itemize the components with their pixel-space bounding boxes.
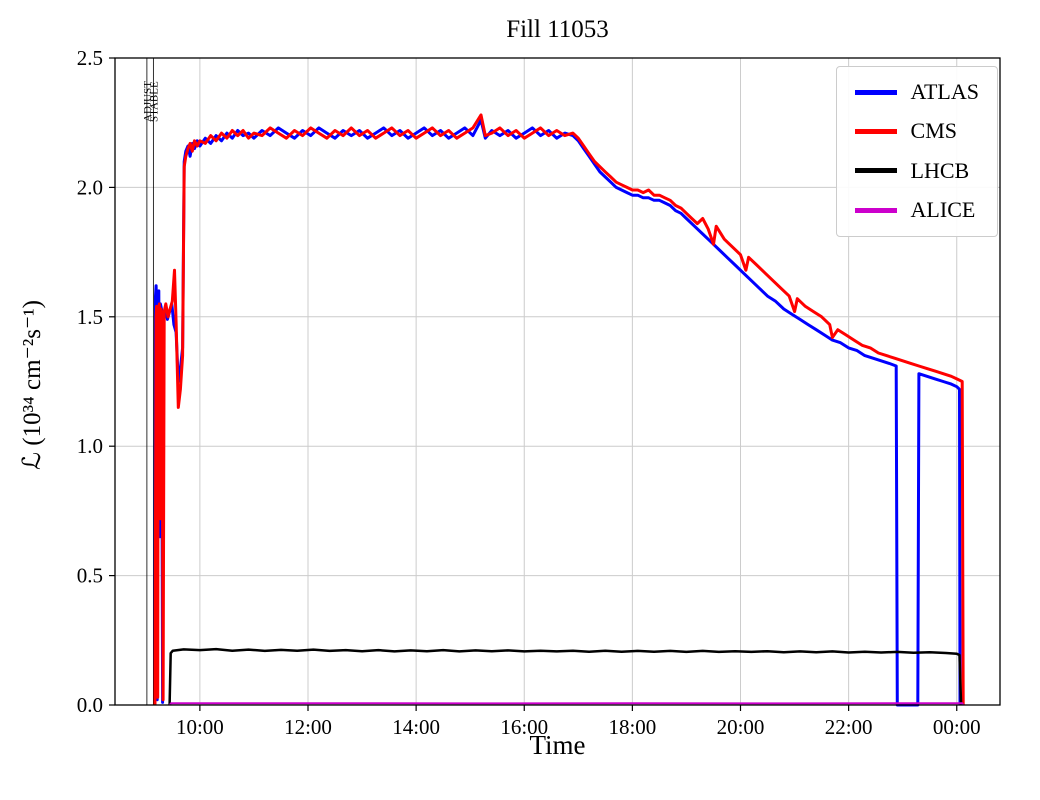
legend-item-lhcb: LHCB — [854, 157, 979, 184]
legend-label-atlas: ATLAS — [910, 79, 979, 104]
series-line-lhcb — [168, 647, 963, 706]
y-axis-label: ℒ (10³⁴ cm⁻²s⁻¹) — [19, 299, 46, 471]
x-tick-label: 16:00 — [500, 715, 548, 739]
x-tick-label: 22:00 — [825, 715, 873, 739]
series-line-alice — [168, 702, 965, 706]
beam-mode-label: ADJUST — [142, 81, 154, 122]
x-tick-label: 00:00 — [933, 715, 981, 739]
x-tick-label: 20:00 — [717, 715, 765, 739]
legend-swatch-alice — [854, 207, 897, 213]
legend-swatch-atlas — [854, 89, 897, 95]
legend-label-lhcb: LHCB — [910, 157, 970, 183]
x-tick-label: 12:00 — [284, 715, 332, 739]
x-axis-label: Time — [529, 730, 586, 760]
legend-item-cms: CMS — [854, 118, 979, 144]
legend-item-alice: ALICE — [854, 197, 979, 223]
legend-swatch-cms — [854, 129, 897, 135]
legend: ATLAS CMS LHCB ALICE — [835, 66, 998, 237]
chart-title: Fill 11053 — [506, 16, 609, 43]
legend-swatch-lhcb — [854, 168, 897, 174]
plot-spines — [114, 57, 1001, 706]
beam-mode-label: STABLE — [148, 81, 160, 122]
x-tick-label: 14:00 — [392, 715, 440, 739]
x-tick-label: 18:00 — [608, 715, 656, 739]
y-tick-label: 2.0 — [77, 175, 103, 199]
y-tick-label: 1.5 — [77, 305, 103, 329]
y-tick-label: 1.0 — [77, 434, 103, 458]
y-tick-label: 0.0 — [77, 693, 103, 717]
x-tick-label: 10:00 — [176, 715, 224, 739]
legend-label-cms: CMS — [910, 118, 958, 144]
series-line-cms — [153, 113, 965, 706]
legend-label-alice: ALICE — [910, 197, 976, 223]
y-tick-label: 2.5 — [77, 46, 103, 70]
y-tick-label: 0.5 — [77, 564, 103, 588]
legend-item-atlas: ATLAS — [854, 79, 979, 105]
